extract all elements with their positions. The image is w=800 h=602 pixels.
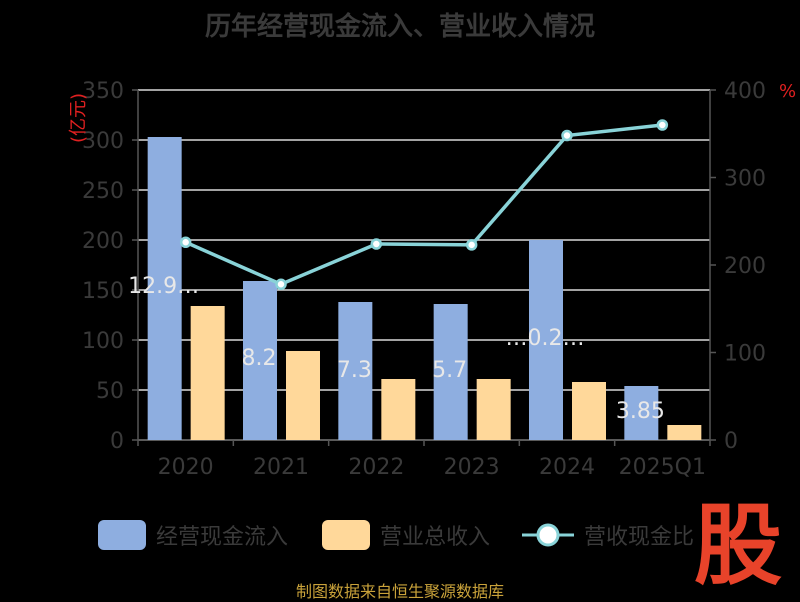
legend-item-cash-inflow[interactable]: 经营现金流入	[98, 518, 288, 552]
line-ratio	[184, 123, 663, 287]
left-tick-label: 0	[110, 429, 124, 454]
left-axis-unit: (亿元)	[68, 93, 89, 143]
right-tick-label: 300	[724, 167, 766, 192]
bar-cash-inflow	[243, 281, 277, 440]
legend-swatch-cash-inflow	[98, 520, 146, 550]
point-ratio	[275, 278, 287, 290]
legend-label-cash-inflow: 经营现金流入	[156, 525, 289, 550]
left-tick-label: 350	[82, 79, 124, 104]
data-label: 8.2	[242, 346, 277, 371]
legend-label-revenue: 营业总收入	[380, 525, 491, 550]
right-tick-label: 400	[724, 79, 766, 104]
x-tick-label: 2020	[158, 455, 214, 480]
data-label: 12.9…	[128, 274, 199, 299]
legend-swatch-ratio	[522, 523, 574, 547]
point-ratio	[465, 239, 478, 251]
right-tick-label: 200	[724, 254, 766, 279]
legend-label-ratio: 营收现金比	[584, 525, 695, 550]
x-tick-label: 2025Q1	[619, 455, 706, 480]
x-tick-label: 2023	[444, 455, 500, 480]
x-tick-label: 2022	[348, 455, 404, 480]
data-label: 7.3	[337, 358, 372, 383]
right-tick-label: 100	[724, 342, 766, 367]
bar-cash-inflow	[529, 240, 563, 440]
point-ratio	[656, 119, 669, 131]
bar-revenue	[286, 351, 320, 440]
point-ratio	[561, 129, 573, 142]
x-tick-label: 2024	[539, 455, 595, 480]
bar-cash-inflow	[147, 137, 182, 440]
data-label: 5.7	[432, 358, 467, 383]
footer-source: 制图数据来自恒生聚源数据库	[295, 582, 504, 601]
left-tick-label: 250	[82, 179, 124, 204]
data-label: …0.2…	[506, 326, 585, 351]
bar-revenue	[476, 379, 511, 440]
left-tick-label: 50	[96, 379, 124, 404]
x-tick-label: 2021	[253, 455, 309, 480]
bar-cash-inflow	[433, 304, 468, 440]
bar-revenue	[572, 382, 606, 440]
legend-item-ratio[interactable]: 营收现金比	[522, 518, 694, 552]
data-label: 3.85	[616, 399, 665, 424]
legend-item-revenue[interactable]: 营业总收入	[322, 518, 490, 552]
point-ratio	[179, 236, 192, 248]
left-tick-label: 150	[82, 279, 124, 304]
left-tick-label: 100	[82, 329, 124, 354]
bar-revenue	[190, 306, 225, 440]
legend-swatch-revenue	[322, 520, 370, 550]
bar-cash-inflow	[624, 386, 659, 440]
point-ratio	[370, 238, 383, 250]
bar-revenue	[667, 425, 702, 440]
right-axis-unit: %	[779, 81, 796, 102]
left-tick-label: 300	[82, 129, 124, 154]
bar-revenue	[381, 379, 416, 440]
logo: 股	[693, 493, 782, 597]
chart-title: 历年经营现金流入、营业收入情况	[204, 12, 595, 42]
right-tick-label: 0	[724, 429, 738, 454]
bar-cash-inflow	[338, 302, 373, 440]
left-tick-label: 200	[82, 229, 124, 254]
